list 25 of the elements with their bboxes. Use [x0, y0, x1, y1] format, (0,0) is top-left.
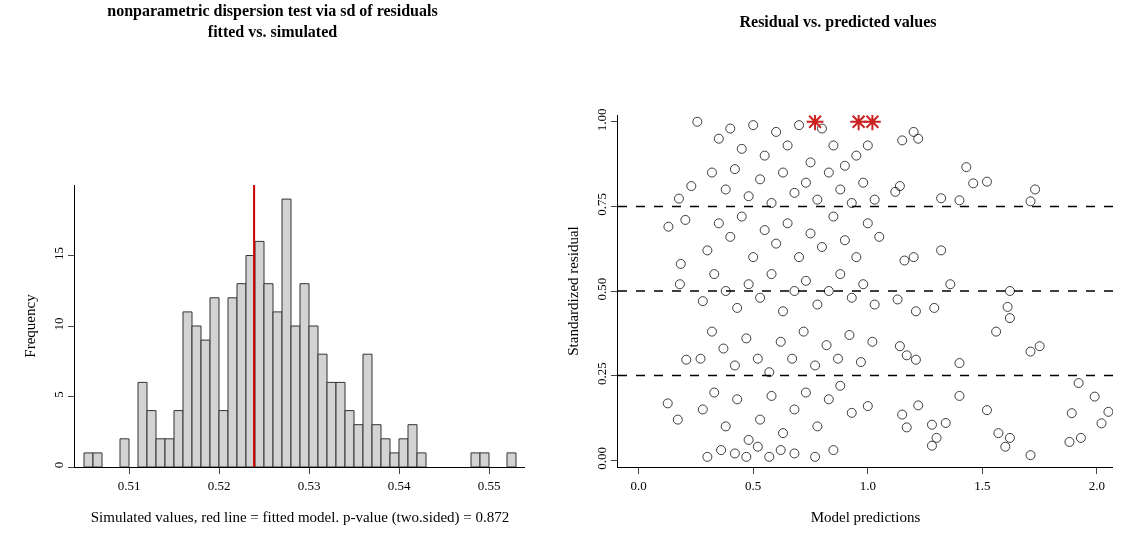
chart-title: Residual vs. predicted values — [739, 13, 937, 32]
y-axis-title: Frequency — [22, 293, 38, 358]
x-axis-title: Simulated values, red line = fitted model. p-value (two.sided) = 0.872 — [90, 509, 510, 526]
y-tick-label: 1.00 — [593, 108, 609, 132]
y-tick-label: 0.25 — [593, 362, 609, 386]
x-tick-label: 0.52 — [207, 477, 231, 493]
y-axis-title: Standardized residual — [565, 226, 581, 356]
x-tick-label: 0.54 — [387, 477, 411, 493]
x-tick-label: 0.5 — [745, 477, 762, 493]
x-tick-label: 0.51 — [117, 477, 141, 493]
x-axis-title: Model predictions — [810, 509, 921, 525]
x-tick-label: 0.53 — [297, 477, 321, 493]
x-tick-label: 0.0 — [630, 477, 647, 493]
y-tick-label: 5 — [50, 391, 66, 398]
y-tick-label: 0.00 — [593, 446, 609, 470]
x-tick-label: 2.0 — [1088, 477, 1106, 493]
x-tick-label: 1.0 — [859, 477, 876, 493]
y-tick-label: 10 — [50, 317, 66, 331]
x-tick-label: 1.5 — [974, 477, 991, 493]
x-tick-label: 0.55 — [477, 477, 501, 493]
y-tick-label: 0 — [50, 461, 66, 469]
y-tick-label: 0.50 — [593, 277, 609, 301]
chart-title: nonparametric dispersion test via sd of residuals fitted vs. simulated — [107, 2, 438, 40]
y-tick-label: 0.75 — [593, 193, 609, 216]
y-tick-label: 15 — [50, 247, 66, 261]
